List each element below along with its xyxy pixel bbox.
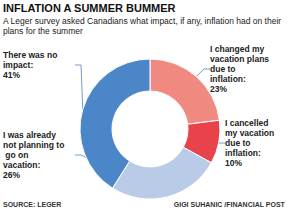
svg-text:SOURCE: LEGER: SOURCE: LEGER bbox=[3, 201, 61, 208]
svg-text:A Leger survey asked Canadians: A Leger survey asked Canadians what impa… bbox=[3, 16, 284, 26]
svg-text:GIGI SUHANIC /FINANCIAL POST: GIGI SUHANIC /FINANCIAL POST bbox=[174, 201, 286, 208]
svg-text:plans for the summer: plans for the summer bbox=[3, 26, 83, 36]
svg-text:due to: due to bbox=[210, 64, 238, 74]
svg-text:41%: 41% bbox=[3, 70, 20, 80]
svg-text:vacation plans: vacation plans bbox=[210, 54, 271, 64]
svg-text:impact:: impact: bbox=[3, 60, 33, 70]
svg-text:not planning to: not planning to bbox=[3, 140, 64, 150]
svg-text:I changed my: I changed my bbox=[210, 44, 267, 54]
svg-text:I was already: I was already bbox=[3, 130, 58, 140]
svg-text:my vacation: my vacation bbox=[225, 128, 277, 138]
svg-text:go on: go on bbox=[3, 150, 31, 160]
svg-text:23%: 23% bbox=[210, 84, 227, 94]
svg-text:due to: due to bbox=[225, 138, 253, 148]
svg-text:vacation:: vacation: bbox=[3, 160, 40, 170]
svg-text:There was no: There was no bbox=[3, 50, 60, 60]
svg-text:I cancelled: I cancelled bbox=[225, 118, 271, 128]
svg-text:inflation:: inflation: bbox=[210, 74, 246, 84]
svg-text:INFLATION A SUMMER BUMMER: INFLATION A SUMMER BUMMER bbox=[3, 2, 176, 14]
svg-text:inflation:: inflation: bbox=[225, 148, 261, 158]
svg-text:26%: 26% bbox=[3, 170, 20, 180]
svg-text:10%: 10% bbox=[225, 158, 242, 168]
